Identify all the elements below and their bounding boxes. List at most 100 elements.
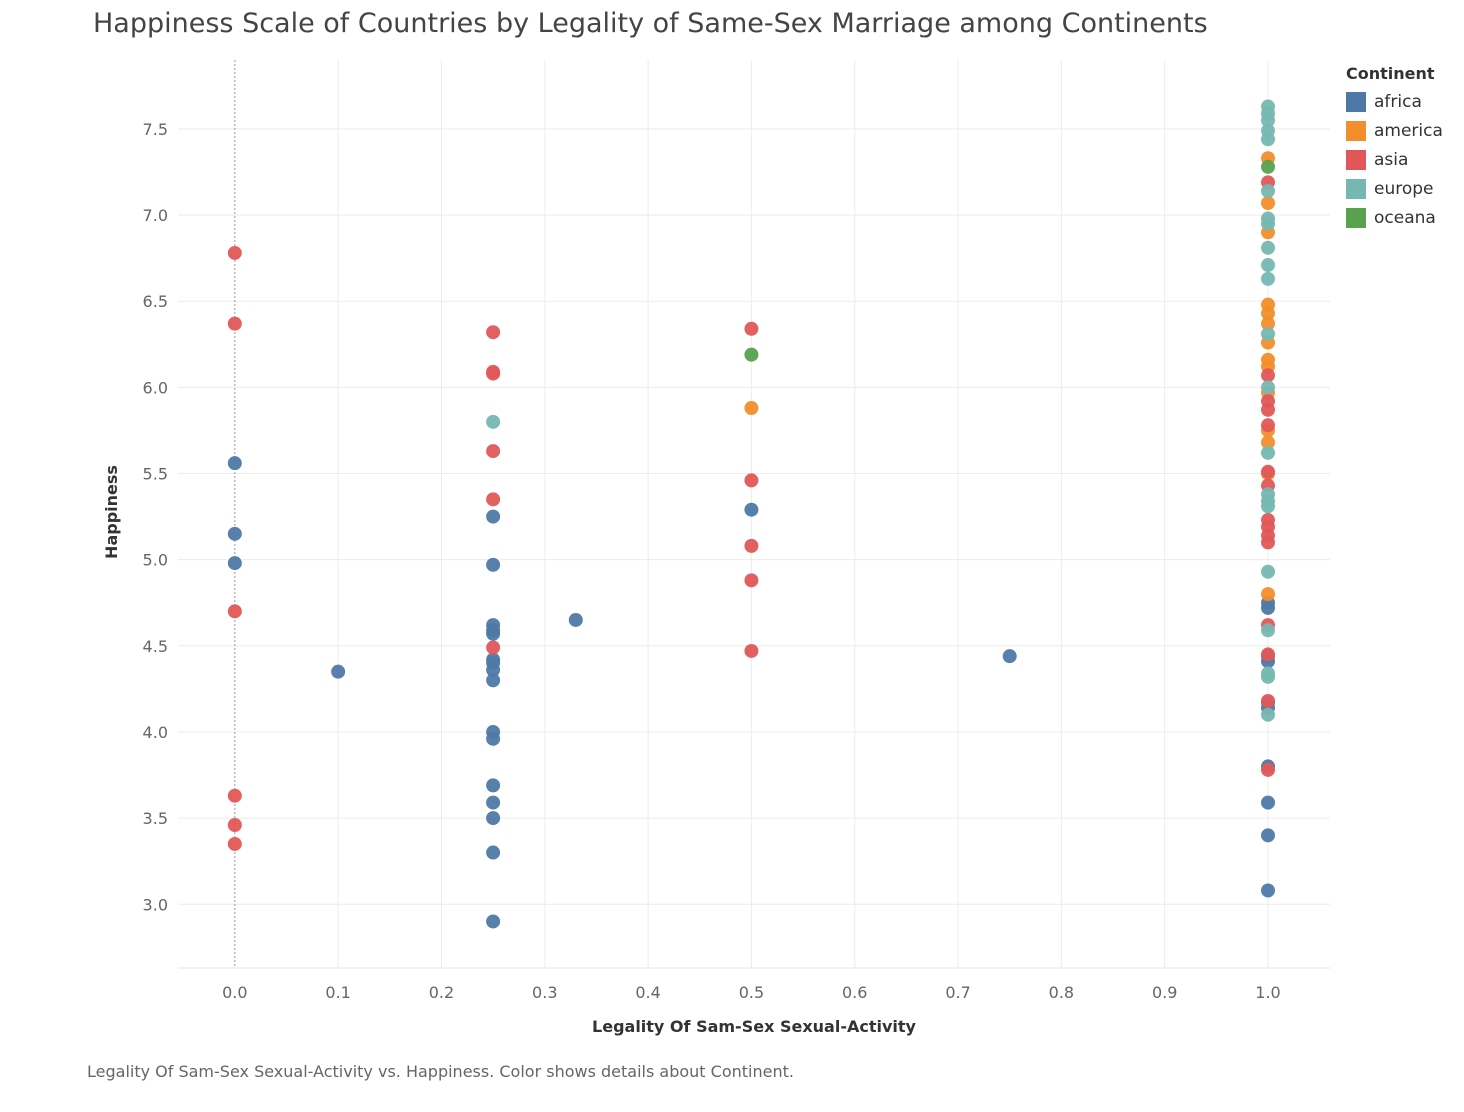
data-point-asia	[486, 325, 501, 340]
y-axis-label: Happiness	[102, 465, 121, 559]
chart-caption: Legality Of Sam-Sex Sexual-Activity vs. …	[87, 1062, 794, 1081]
data-point-asia	[227, 817, 242, 832]
x-axis-ticks: 0.0 0.1 0.2 0.3 0.4 0.5 0.6 0.7 0.8 0.9 1.0	[222, 983, 1281, 1002]
data-point-europe	[1261, 326, 1276, 341]
data-point-europe	[1261, 216, 1276, 231]
x-tick-label: 0.2	[429, 983, 454, 1002]
chart-title: Happiness Scale of Countries by Legality…	[93, 8, 1208, 39]
legend-item-europe[interactable]: europe	[1346, 174, 1443, 203]
data-point-europe	[1261, 380, 1276, 395]
data-point-asia	[227, 604, 242, 619]
data-point-asia	[744, 473, 759, 488]
y-tick-label: 4.5	[143, 637, 168, 656]
data-point-europe	[1261, 258, 1276, 273]
data-point-africa	[227, 456, 242, 471]
data-point-africa	[486, 845, 501, 860]
data-point-africa	[227, 526, 242, 541]
data-point-africa	[744, 502, 759, 517]
x-axis-label: Legality Of Sam-Sex Sexual-Activity	[592, 1017, 917, 1036]
data-point-africa	[486, 557, 501, 572]
legend-label: asia	[1374, 149, 1409, 170]
data-point-america	[1261, 306, 1276, 321]
data-points	[227, 99, 1276, 929]
legend-label: oceana	[1374, 207, 1436, 228]
data-point-europe	[1261, 271, 1276, 286]
data-point-asia	[227, 836, 242, 851]
legend-item-asia[interactable]: asia	[1346, 145, 1443, 174]
legend-label: america	[1374, 120, 1443, 141]
data-point-europe	[1261, 707, 1276, 722]
data-point-asia	[1261, 418, 1276, 433]
x-tick-label: 0.5	[739, 983, 764, 1002]
data-point-asia	[486, 492, 501, 507]
data-point-africa	[1261, 883, 1276, 898]
legend-label: africa	[1374, 91, 1422, 112]
data-point-asia	[227, 788, 242, 803]
y-tick-label: 5.5	[143, 465, 168, 484]
data-point-europe	[486, 414, 501, 429]
data-point-europe	[1261, 623, 1276, 638]
legend-item-america[interactable]: america	[1346, 116, 1443, 145]
y-tick-label: 4.0	[143, 723, 168, 742]
data-point-africa	[1261, 828, 1276, 843]
data-point-america	[744, 401, 759, 416]
x-tick-label: 0.4	[635, 983, 660, 1002]
data-point-america	[1261, 435, 1276, 450]
legend-swatch	[1346, 207, 1366, 228]
y-tick-label: 3.0	[143, 895, 168, 914]
legend-title: Continent	[1346, 64, 1435, 83]
legend-item-africa[interactable]: africa	[1346, 87, 1443, 116]
x-tick-label: 1.0	[1255, 983, 1280, 1002]
data-point-asia	[227, 245, 242, 260]
x-tick-label: 0.3	[532, 983, 557, 1002]
data-point-asia	[227, 316, 242, 331]
x-tick-label: 0.6	[842, 983, 867, 1002]
data-point-europe	[1261, 132, 1276, 147]
data-point-asia	[1261, 464, 1276, 479]
y-tick-label: 7.0	[143, 206, 168, 225]
data-point-europe	[1261, 669, 1276, 684]
data-point-america	[1261, 316, 1276, 331]
data-point-asia	[1261, 535, 1276, 550]
data-point-africa	[227, 556, 242, 571]
data-point-america	[1261, 196, 1276, 211]
y-tick-label: 3.5	[143, 809, 168, 828]
x-tick-label: 0.9	[1152, 983, 1177, 1002]
x-tick-label: 0.8	[1049, 983, 1074, 1002]
data-point-africa	[1261, 600, 1276, 615]
data-point-africa	[331, 664, 346, 679]
legend: Continent africa america asia europe oceana	[1346, 64, 1443, 232]
data-point-asia	[486, 444, 501, 459]
legend-swatch	[1346, 91, 1366, 112]
data-point-asia	[1261, 402, 1276, 417]
y-axis-ticks: 3.0 3.5 4.0 4.5 5.0 5.5 6.0 6.5 7.0 7.5	[143, 120, 168, 914]
legend-swatch	[1346, 120, 1366, 141]
data-point-oceana	[744, 347, 759, 362]
legend-swatch	[1346, 149, 1366, 170]
legend-items: africa america asia europe oceana	[1346, 87, 1443, 232]
data-point-asia	[744, 321, 759, 336]
legend-item-oceana[interactable]: oceana	[1346, 203, 1443, 232]
y-tick-label: 5.0	[143, 551, 168, 570]
data-point-africa	[486, 731, 501, 746]
x-tick-label: 0.1	[325, 983, 350, 1002]
data-point-europe	[1261, 564, 1276, 579]
x-tick-label: 0.7	[945, 983, 970, 1002]
data-point-asia	[744, 573, 759, 588]
data-point-asia	[1261, 693, 1276, 708]
data-point-africa	[486, 811, 501, 826]
data-point-africa	[568, 612, 583, 627]
data-point-asia	[1261, 762, 1276, 777]
data-point-africa	[486, 778, 501, 793]
data-point-africa	[486, 626, 501, 641]
legend-label: europe	[1374, 178, 1434, 199]
x-tick-label: 0.0	[222, 983, 247, 1002]
data-point-africa	[486, 795, 501, 810]
data-point-africa	[486, 914, 501, 929]
data-point-asia	[1261, 368, 1276, 383]
data-point-europe	[1261, 113, 1276, 128]
data-point-asia	[744, 538, 759, 553]
data-point-europe	[1261, 240, 1276, 255]
data-point-africa	[1261, 795, 1276, 810]
